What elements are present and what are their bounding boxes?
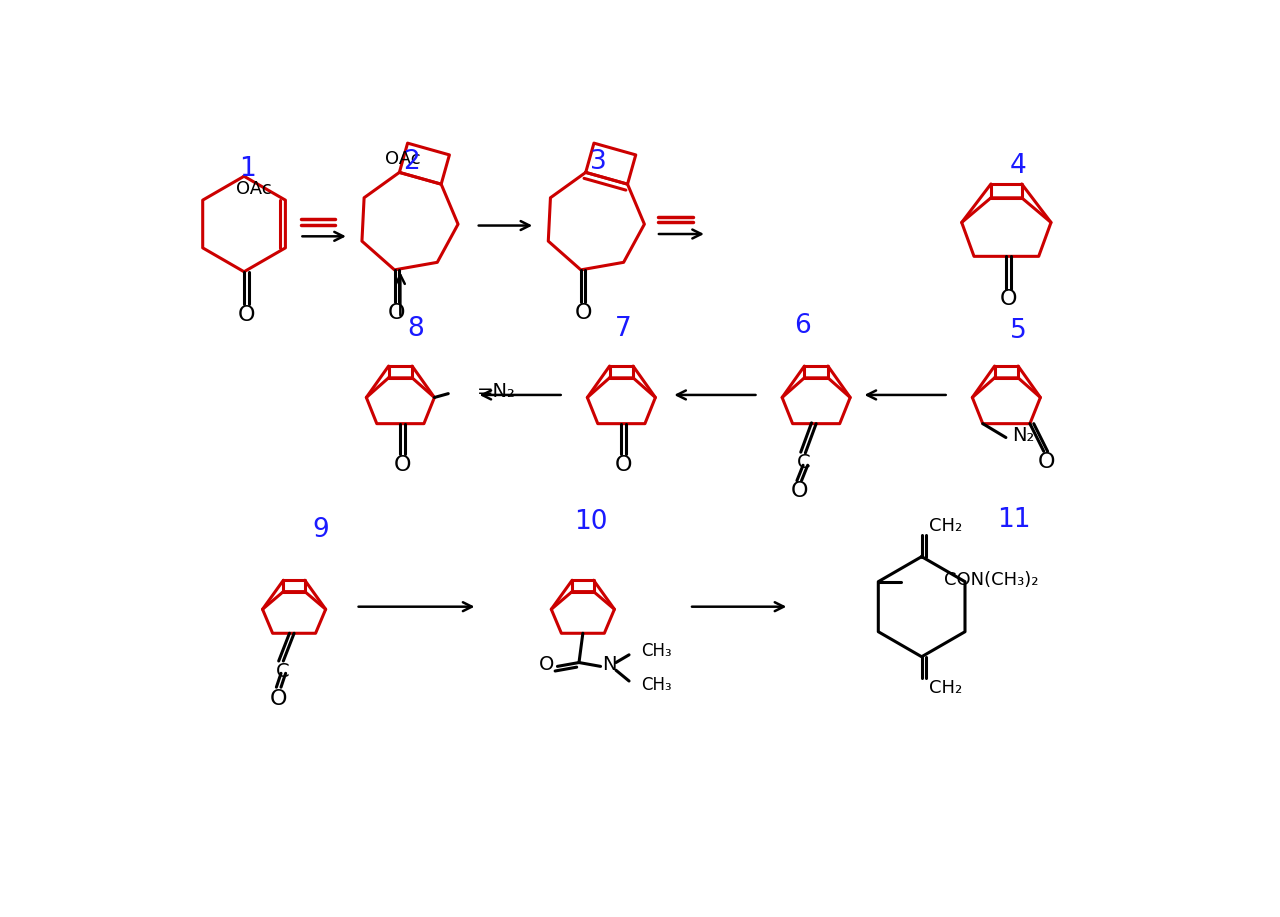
Text: 7: 7 bbox=[616, 316, 632, 342]
Text: CON(CH₃)₂: CON(CH₃)₂ bbox=[943, 571, 1038, 589]
Text: O: O bbox=[1037, 452, 1055, 472]
Text: =N₂: =N₂ bbox=[476, 381, 516, 401]
Text: N: N bbox=[603, 656, 617, 674]
Text: O: O bbox=[270, 690, 288, 710]
Text: O: O bbox=[614, 455, 632, 475]
Text: O: O bbox=[539, 656, 554, 674]
Text: CH₂: CH₂ bbox=[929, 679, 963, 697]
Text: 1: 1 bbox=[239, 156, 256, 182]
Text: O: O bbox=[791, 481, 808, 502]
Text: 4: 4 bbox=[1010, 153, 1027, 179]
Text: CH₂: CH₂ bbox=[929, 517, 963, 535]
Text: O: O bbox=[238, 304, 255, 325]
Text: N₂: N₂ bbox=[1011, 426, 1034, 446]
Text: O: O bbox=[575, 303, 591, 323]
Text: CH₃: CH₃ bbox=[641, 642, 672, 660]
Text: OAc: OAc bbox=[236, 181, 271, 198]
Text: O: O bbox=[1000, 290, 1018, 309]
Text: CH₃: CH₃ bbox=[641, 676, 672, 694]
Text: O: O bbox=[394, 455, 411, 475]
Text: 3: 3 bbox=[590, 149, 607, 174]
Text: 9: 9 bbox=[312, 516, 329, 543]
Text: 8: 8 bbox=[407, 316, 424, 342]
Text: 10: 10 bbox=[573, 509, 607, 535]
Text: 5: 5 bbox=[1010, 318, 1027, 344]
Text: C: C bbox=[275, 661, 289, 680]
Text: 11: 11 bbox=[997, 507, 1030, 534]
Text: 6: 6 bbox=[794, 313, 810, 338]
Text: 2: 2 bbox=[403, 149, 420, 174]
Text: O: O bbox=[388, 303, 406, 323]
Text: OAc: OAc bbox=[385, 149, 421, 168]
Text: C: C bbox=[797, 453, 810, 472]
